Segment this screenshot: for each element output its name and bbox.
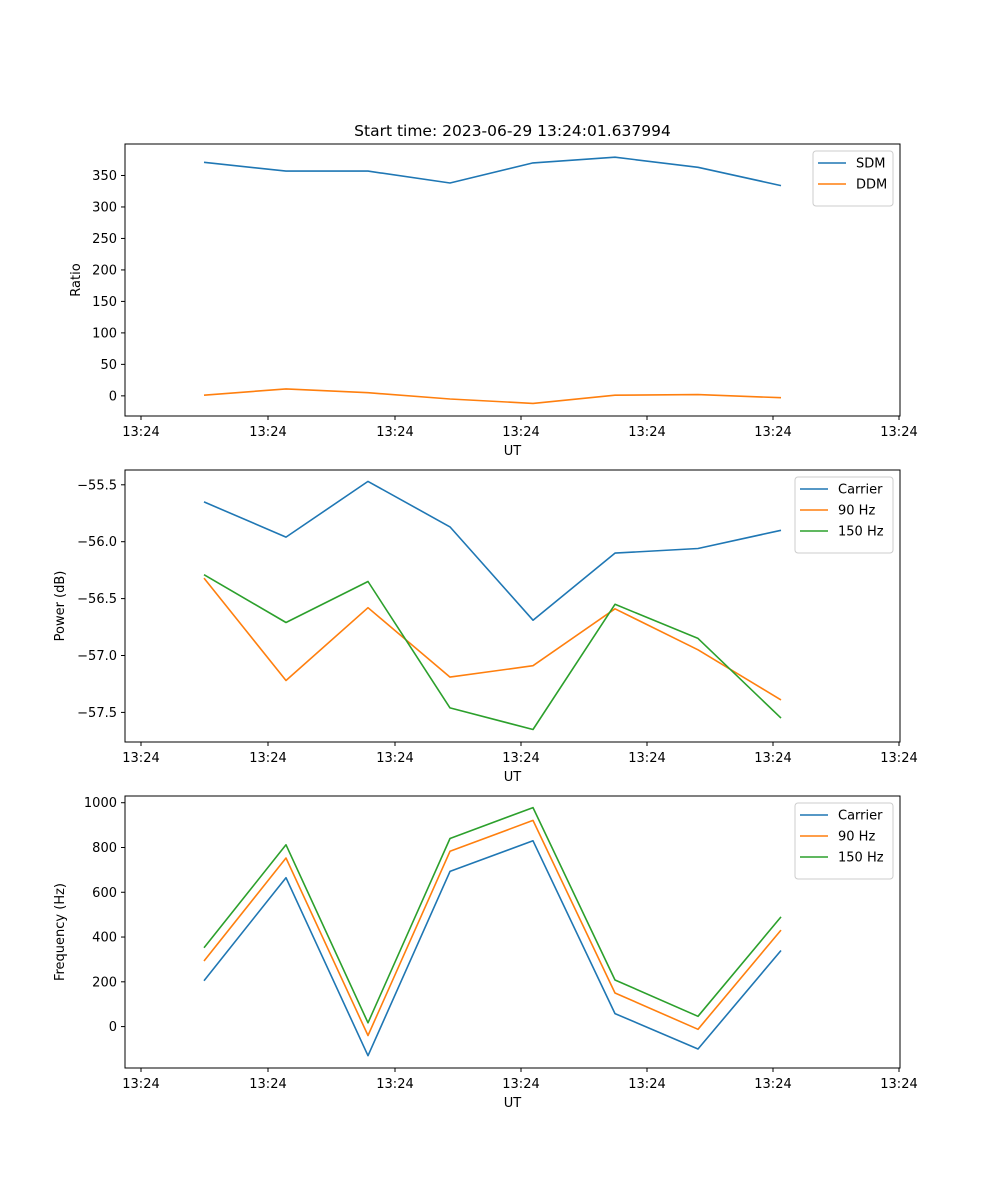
series-line-ddm bbox=[203, 388, 782, 405]
y-tick-label: 200 bbox=[92, 975, 117, 990]
y-tick-label: 50 bbox=[100, 358, 117, 373]
x-tick-label: 13:24 bbox=[754, 1077, 791, 1092]
y-tick-label: −57.0 bbox=[77, 649, 117, 664]
y-tick-label: 0 bbox=[109, 1020, 117, 1035]
x-tick-label: 13:24 bbox=[628, 425, 665, 440]
y-tick-label: 350 bbox=[92, 169, 117, 184]
y-tick-label: 0 bbox=[109, 389, 117, 404]
x-tick-label: 13:24 bbox=[754, 751, 791, 766]
y-axis-label: Ratio bbox=[69, 263, 84, 296]
series-line-sdm bbox=[203, 156, 782, 187]
plot-area-frame bbox=[124, 795, 901, 1069]
legend-label: 90 Hz bbox=[838, 830, 875, 845]
y-tick-label: −55.5 bbox=[77, 478, 117, 493]
legend-label: 90 Hz bbox=[838, 504, 875, 519]
plot-area-frame bbox=[124, 469, 901, 743]
y-tick-label: −56.5 bbox=[77, 592, 117, 607]
series-line-90-hz bbox=[203, 577, 782, 701]
x-axis-label: UT bbox=[504, 770, 522, 785]
x-tick-label: 13:24 bbox=[880, 751, 917, 766]
x-tick-label: 13:24 bbox=[502, 751, 539, 766]
y-tick-label: 100 bbox=[92, 326, 117, 341]
x-tick-label: 13:24 bbox=[502, 425, 539, 440]
chart-panel-1: 13:24 13:24 13:24 13:24 13:24 13:24 13:24 0 50 10… bbox=[69, 122, 918, 459]
y-axis-label: Frequency (Hz) bbox=[53, 883, 68, 981]
x-tick-label: 13:24 bbox=[628, 1077, 665, 1092]
x-tick-label: 13:24 bbox=[122, 751, 159, 766]
series-line-150-hz bbox=[203, 574, 782, 731]
y-tick-label: −56.0 bbox=[77, 535, 117, 550]
x-tick-label: 13:24 bbox=[502, 1077, 539, 1092]
x-axis-label: UT bbox=[504, 1096, 522, 1111]
plot-area-frame bbox=[124, 143, 901, 417]
x-tick-label: 13:24 bbox=[122, 1077, 159, 1092]
legend-box bbox=[794, 802, 894, 880]
x-tick-label: 13:24 bbox=[880, 425, 917, 440]
y-tick-label: 200 bbox=[92, 263, 117, 278]
x-tick-label: 13:24 bbox=[628, 751, 665, 766]
x-tick-label: 13:24 bbox=[754, 425, 791, 440]
series-line-carrier bbox=[203, 480, 782, 622]
legend-box bbox=[812, 150, 894, 207]
y-tick-label: 600 bbox=[92, 886, 117, 901]
x-tick-label: 13:24 bbox=[376, 751, 413, 766]
y-tick-label: 800 bbox=[92, 841, 117, 856]
legend-box bbox=[794, 476, 894, 554]
legend-label: DDM bbox=[856, 178, 887, 193]
x-tick-label: 13:24 bbox=[376, 425, 413, 440]
y-tick-label: 150 bbox=[92, 295, 117, 310]
y-tick-label: 1000 bbox=[84, 796, 117, 811]
series-line-90-hz bbox=[203, 819, 782, 1037]
x-tick-label: 13:24 bbox=[880, 1077, 917, 1092]
y-axis-label: Power (dB) bbox=[53, 571, 68, 642]
x-tick-label: 13:24 bbox=[249, 1077, 286, 1092]
x-tick-label: 13:24 bbox=[249, 751, 286, 766]
y-tick-label: 250 bbox=[92, 232, 117, 247]
x-tick-label: 13:24 bbox=[376, 1077, 413, 1092]
legend-label: 150 Hz bbox=[838, 851, 884, 866]
x-tick-label: 13:24 bbox=[122, 425, 159, 440]
legend-label: Carrier bbox=[838, 483, 883, 498]
chart-panel-3: 13:24 13:24 13:24 13:24 13:24 13:24 13:24 0 200 4… bbox=[53, 795, 918, 1111]
chart-panel-2: 13:24 13:24 13:24 13:24 13:24 13:24 13:24 −57.5… bbox=[53, 469, 918, 785]
y-tick-label: 400 bbox=[92, 931, 117, 946]
legend-label: Carrier bbox=[838, 809, 883, 824]
series-line-150-hz bbox=[203, 806, 782, 1024]
legend-label: 150 Hz bbox=[838, 525, 884, 540]
x-axis-label: UT bbox=[504, 444, 522, 459]
legend-label: SDM bbox=[856, 157, 885, 172]
series-line-carrier bbox=[203, 839, 782, 1057]
x-tick-label: 13:24 bbox=[249, 425, 286, 440]
y-tick-label: 300 bbox=[92, 200, 117, 215]
y-tick-label: −57.5 bbox=[77, 706, 117, 721]
chart-title: Start time: 2023-06-29 13:24:01.637994 bbox=[354, 122, 671, 140]
